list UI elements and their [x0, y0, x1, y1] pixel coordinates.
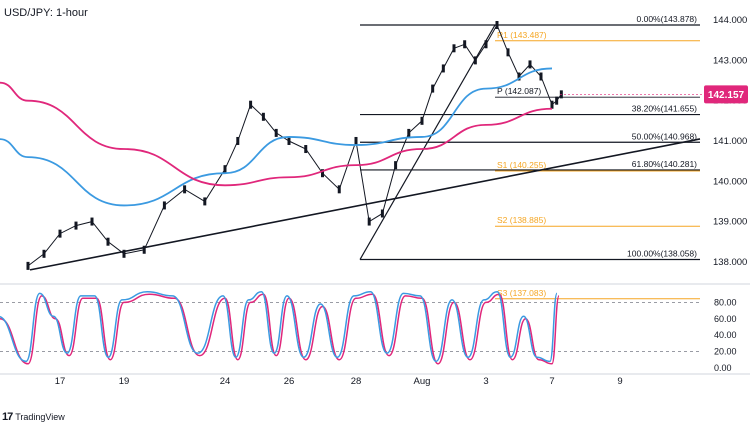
price-candle — [380, 209, 384, 218]
fibonacci-level-label: 0.00%(143.878) — [637, 14, 698, 24]
200-sma-line — [0, 81, 553, 187]
date-tick-label: 28 — [351, 376, 362, 387]
price-candle — [420, 116, 424, 125]
chart-title: USD/JPY: 1-hour — [4, 7, 88, 19]
price-candle — [58, 229, 62, 238]
price-candle — [304, 145, 308, 154]
tradingview-logo: 17 TradingView — [2, 408, 65, 426]
pivot-level-label: S2 (138.885) — [497, 215, 546, 225]
price-tick-label: 140.000 — [713, 176, 747, 187]
price-candle — [42, 249, 46, 258]
fibonacci-anchor-line — [359, 24, 496, 260]
price-candle — [261, 112, 265, 121]
price-candle — [484, 40, 488, 49]
price-tick-label: 144.000 — [713, 15, 747, 26]
fibonacci-level-label: 38.20%(141.655) — [632, 104, 697, 114]
price-tick-label: 141.000 — [713, 136, 747, 147]
pivot-level-label: S3 (137.083) — [497, 288, 546, 298]
current-price-badge — [704, 85, 748, 104]
price-candle — [287, 136, 291, 145]
price-candle — [506, 48, 510, 57]
price-candle — [555, 96, 559, 105]
price-candle — [473, 56, 477, 65]
current-price-label: 142.157 — [708, 90, 745, 101]
price-candle — [528, 60, 532, 69]
date-tick-label: Aug — [414, 376, 431, 387]
price-candle — [249, 100, 253, 109]
price-candle — [431, 84, 435, 93]
price-tick-label: 143.000 — [713, 55, 747, 66]
axes: 138.000139.000140.000141.000142.000143.0… — [0, 15, 750, 387]
price-candle — [463, 40, 467, 49]
pivot-level-label: P (142.087) — [497, 86, 541, 96]
price-tick-label: 139.000 — [713, 217, 747, 228]
tradingview-logo-icon: 17 — [2, 411, 13, 423]
date-tick-label: 24 — [220, 376, 231, 387]
price-candle — [162, 201, 166, 210]
pivot-level-label: R1 (143.487) — [497, 30, 547, 40]
price-candle — [183, 185, 187, 194]
price-candle — [274, 128, 278, 137]
price-candle — [367, 217, 371, 226]
fibonacci-level-label: 50.00%(140.968) — [632, 131, 697, 141]
stochastic-tick-label: 40.00 — [714, 330, 737, 340]
fibonacci-level-label: 61.80%(140.281) — [632, 159, 697, 169]
price-candle — [74, 221, 78, 230]
price-candle — [394, 161, 398, 170]
price-candle — [495, 21, 499, 30]
price-candle — [122, 249, 126, 258]
price-tick-label: 138.000 — [713, 257, 747, 268]
price-candle — [407, 128, 411, 137]
price-line — [27, 23, 562, 267]
date-tick-label: 9 — [617, 376, 622, 387]
price-candle — [550, 100, 554, 109]
date-tick-label: 19 — [119, 376, 130, 387]
price-candle — [142, 245, 146, 254]
price-candle — [441, 64, 445, 73]
date-tick-label: 3 — [483, 376, 488, 387]
price-candle — [203, 197, 207, 206]
price-candle — [90, 217, 94, 226]
stochastic-tick-label: 80.00 — [714, 297, 737, 307]
fibonacci-level-label: 100.00%(138.058) — [627, 249, 697, 259]
price-candle — [517, 72, 521, 81]
date-tick-label: 17 — [55, 376, 66, 387]
trendline — [29, 138, 701, 271]
price-pane: USD/JPY: 1-hour 0.00%(143.878) 38.20%(141.… — [0, 7, 704, 300]
price-candle — [452, 44, 456, 53]
price-candle — [26, 261, 30, 270]
price-candle — [223, 165, 227, 174]
price-candle — [354, 136, 358, 145]
date-tick-label: 26 — [284, 376, 295, 387]
stochastic-tick-label: 60.00 — [714, 314, 737, 324]
stochastic-tick-label: 0.00 — [714, 363, 732, 373]
price-candle — [337, 185, 341, 194]
price-candle — [321, 169, 324, 178]
price-candle — [236, 136, 240, 145]
stochastic-pane — [0, 290, 700, 365]
pivot-level-label: S1 (140.255) — [497, 160, 546, 170]
price-candle — [539, 72, 543, 81]
stochastic-k-line — [0, 290, 558, 363]
price-candle — [106, 237, 110, 246]
stochastic-tick-label: 20.00 — [714, 347, 737, 357]
100-sma-line — [0, 67, 553, 207]
tradingview-logo-text: TradingView — [15, 412, 65, 422]
date-tick-label: 7 — [549, 376, 554, 387]
